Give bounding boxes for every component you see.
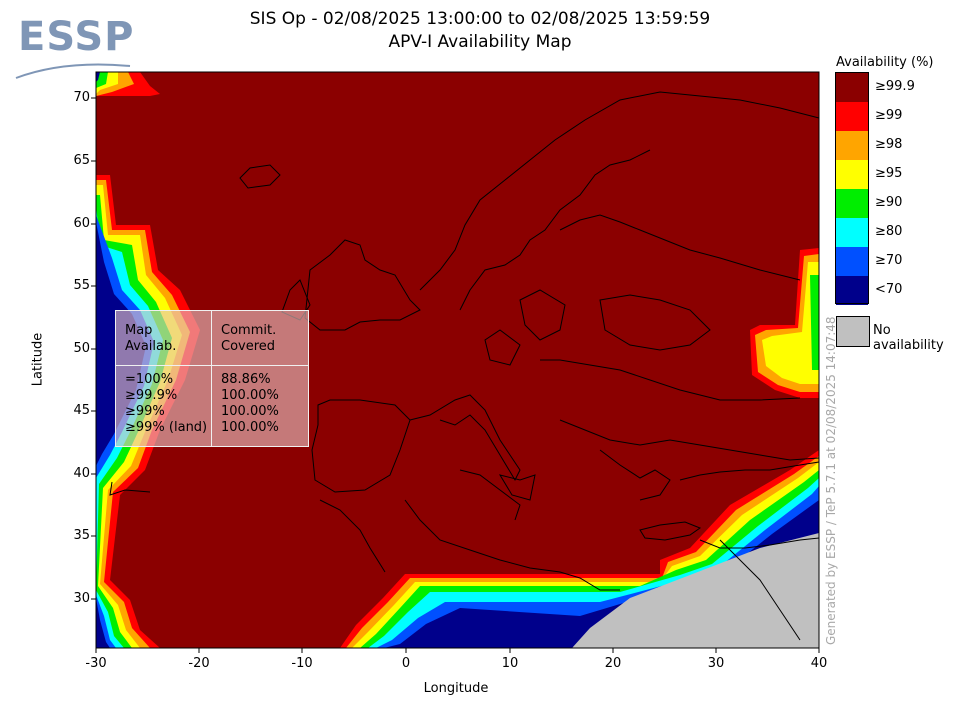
legend-swatch [836, 247, 868, 276]
chart-title: SIS Op - 02/08/2025 13:00:00 to 02/08/20… [249, 9, 711, 29]
generated-by-note: Generated by ESSP / TeP 5.7.1 at 02/08/2… [824, 316, 838, 645]
logo-text: ESSP [18, 14, 135, 60]
legend-swatch [836, 102, 868, 131]
logo-swoosh-icon [15, 63, 131, 79]
x-tick-label: 0 [401, 656, 411, 671]
stats-header-covered: Covered [221, 339, 276, 354]
x-tick-label: -30 [85, 656, 107, 671]
y-tick-marks [91, 97, 96, 600]
y-tick-label: 40 [73, 466, 90, 481]
legend-swatch [836, 276, 868, 305]
legend-label: ≥99 [875, 108, 903, 123]
legend-label: <70 [875, 282, 903, 297]
legend-swatch-no-availability [836, 316, 870, 347]
legend-title: Availability (%) [836, 55, 934, 70]
legend-label: ≥70 [875, 253, 903, 268]
stats-covered-value: 100.00% [221, 388, 279, 403]
stats-table: Map Availab. Commit. Covered =100% ≥99.9… [115, 310, 309, 447]
zone-no-availability [572, 533, 819, 648]
legend-swatch [836, 218, 868, 247]
stats-avail-value: =100% [125, 372, 174, 387]
x-tick-label: -20 [188, 656, 210, 671]
north-corner-band [96, 72, 160, 96]
legend-label: ≥90 [875, 195, 903, 210]
stats-header-commit: Commit. [221, 323, 277, 338]
stats-avail-value: ≥99.9% [125, 388, 178, 403]
x-tick-label: 10 [501, 656, 519, 671]
legend-frame [835, 72, 869, 304]
legend-swatch [836, 73, 868, 102]
y-tick-label: 60 [73, 216, 90, 231]
y-tick-label: 70 [73, 90, 90, 105]
y-tick-label: 30 [73, 591, 90, 606]
y-tick-label: 65 [73, 153, 90, 168]
stats-covered-value: 100.00% [221, 404, 279, 419]
coastlines [109, 91, 820, 641]
y-tick-label: 45 [73, 403, 90, 418]
x-axis-label: Longitude [423, 681, 489, 696]
x-tick-marks [95, 648, 820, 653]
chart-subtitle: APV-I Availability Map [388, 32, 572, 52]
legend-label: ≥99.9 [875, 79, 915, 94]
stats-covered-value: 100.00% [221, 420, 279, 435]
legend-swatch [836, 189, 868, 218]
y-tick-label: 55 [73, 278, 90, 293]
stats-header-map: Map [125, 323, 153, 338]
x-tick-label: 40 [810, 656, 828, 671]
stats-header-availab: Availab. [125, 339, 177, 354]
stats-covered-value: 88.86% [221, 372, 271, 387]
legend-label: ≥95 [875, 166, 903, 181]
y-tick-label: 35 [73, 528, 90, 543]
east-degradation-band [750, 248, 819, 398]
stats-avail-value: ≥99% [125, 404, 165, 419]
plot-frame [95, 71, 820, 649]
legend-swatch [836, 160, 868, 189]
legend-label: ≥98 [875, 137, 903, 152]
legend-label: ≥80 [875, 224, 903, 239]
y-tick-label: 50 [73, 341, 90, 356]
x-tick-label: 20 [604, 656, 622, 671]
stats-avail-value: ≥99% (land) [125, 420, 208, 435]
x-tick-label: -10 [291, 656, 313, 671]
legend-label-no-availability: No availability [873, 323, 944, 353]
x-tick-label: 30 [707, 656, 725, 671]
legend-swatch [836, 131, 868, 160]
y-axis-label: Latitude [30, 332, 46, 387]
essp-logo: ESSP [14, 14, 135, 80]
